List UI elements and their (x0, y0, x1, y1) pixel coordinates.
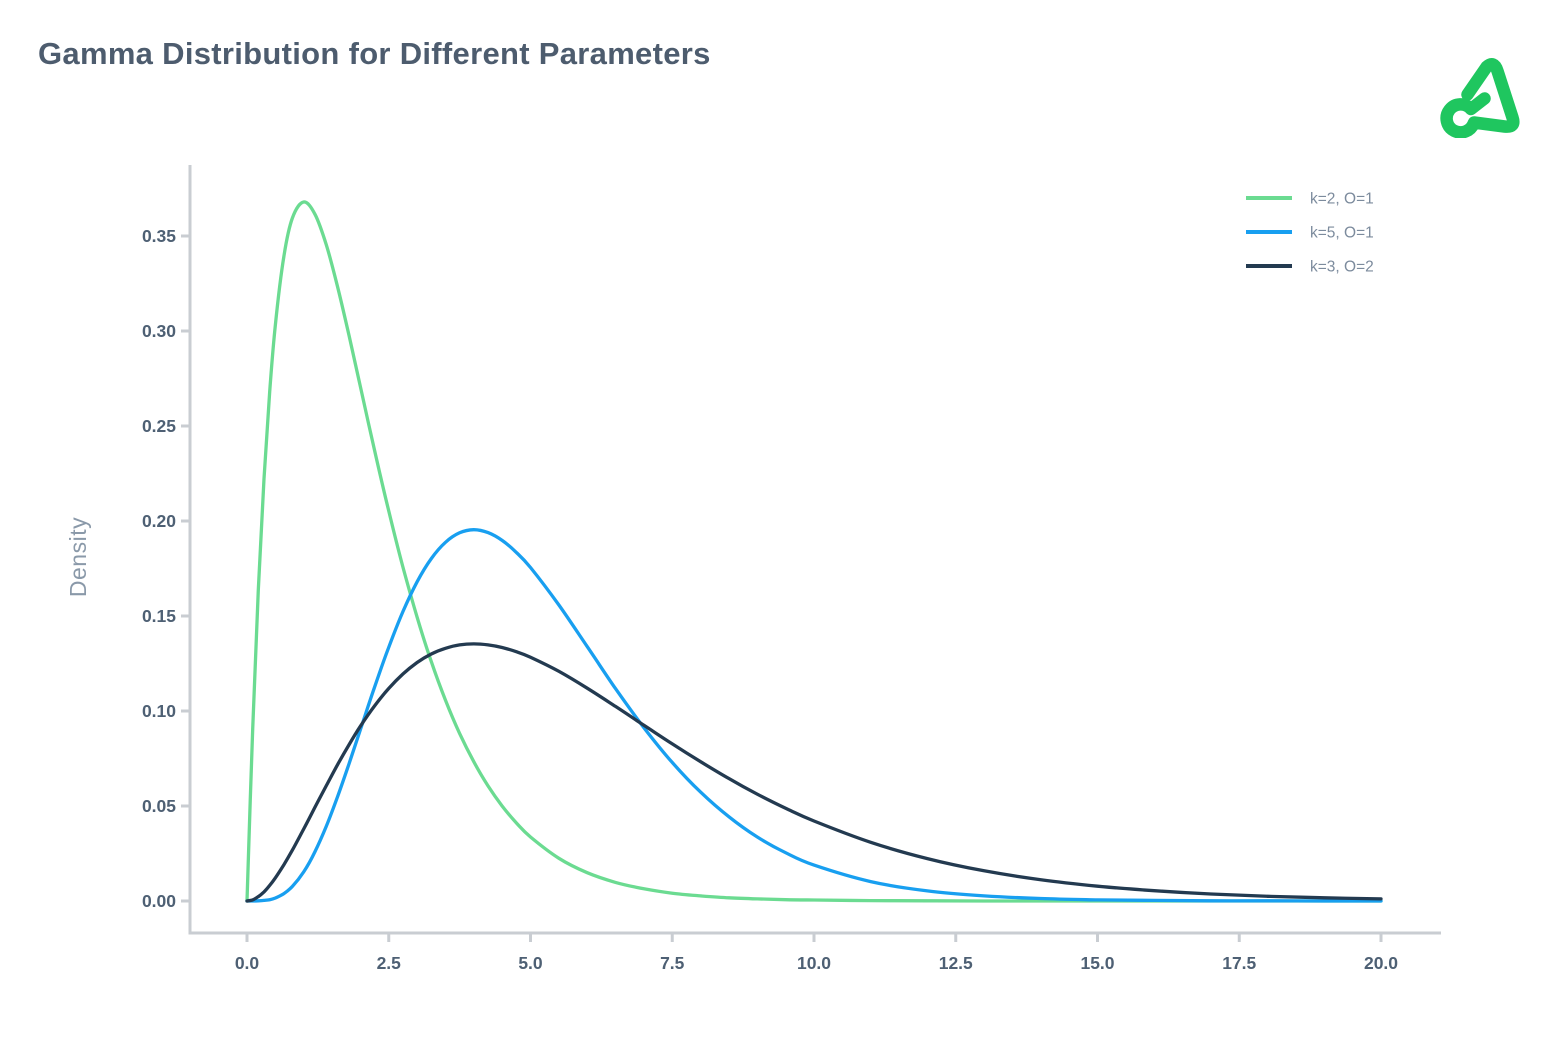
x-tick-label: 20.0 (1364, 953, 1398, 973)
x-tick-label: 17.5 (1222, 953, 1256, 973)
y-tick-label: 0.30 (142, 321, 176, 341)
legend-label-k-3-o-2: k=3, O=2 (1310, 259, 1374, 276)
legend-label-k-5-o-1: k=5, O=1 (1310, 225, 1374, 242)
curve-k-2-o-1 (245, 200, 1383, 903)
y-tick-label: 0.00 (142, 891, 176, 911)
page-title: Gamma Distribution for Different Paramet… (38, 36, 711, 71)
y-tick-label: 0.25 (142, 416, 176, 436)
x-tick-label: 10.0 (797, 953, 831, 973)
y-tick-label: 0.10 (142, 701, 176, 721)
curve-k-3-o-2 (245, 642, 1383, 903)
y-tick-label: 0.20 (142, 511, 176, 531)
curve-k-5-o-1 (245, 528, 1383, 903)
y-tick-label: 0.35 (142, 226, 176, 246)
x-tick-label: 0.0 (235, 953, 260, 973)
triangle-loop-logo-icon (1440, 58, 1520, 138)
x-tick-label: 7.5 (660, 953, 685, 973)
y-tick-label: 0.15 (142, 606, 176, 626)
x-tick-label: 12.5 (939, 953, 973, 973)
brand-logo (1440, 58, 1520, 138)
legend-label-k-2-o-1: k=2, O=1 (1310, 191, 1374, 208)
y-tick-label: 0.05 (142, 796, 176, 816)
x-tick-label: 5.0 (518, 953, 543, 973)
axis-lines (188, 165, 1441, 935)
x-tick-label: 15.0 (1080, 953, 1114, 973)
y-axis-label: Density (65, 517, 91, 597)
x-tick-label: 2.5 (377, 953, 402, 973)
